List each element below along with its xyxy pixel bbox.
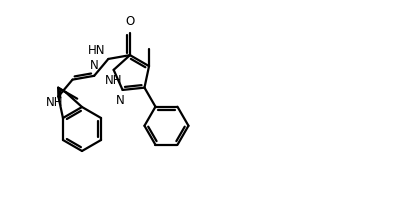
Text: N: N xyxy=(116,94,125,107)
Text: O: O xyxy=(125,15,135,28)
Text: NH: NH xyxy=(46,96,64,109)
Text: HN: HN xyxy=(88,44,105,57)
Text: NH: NH xyxy=(105,74,122,87)
Text: N: N xyxy=(90,59,99,72)
